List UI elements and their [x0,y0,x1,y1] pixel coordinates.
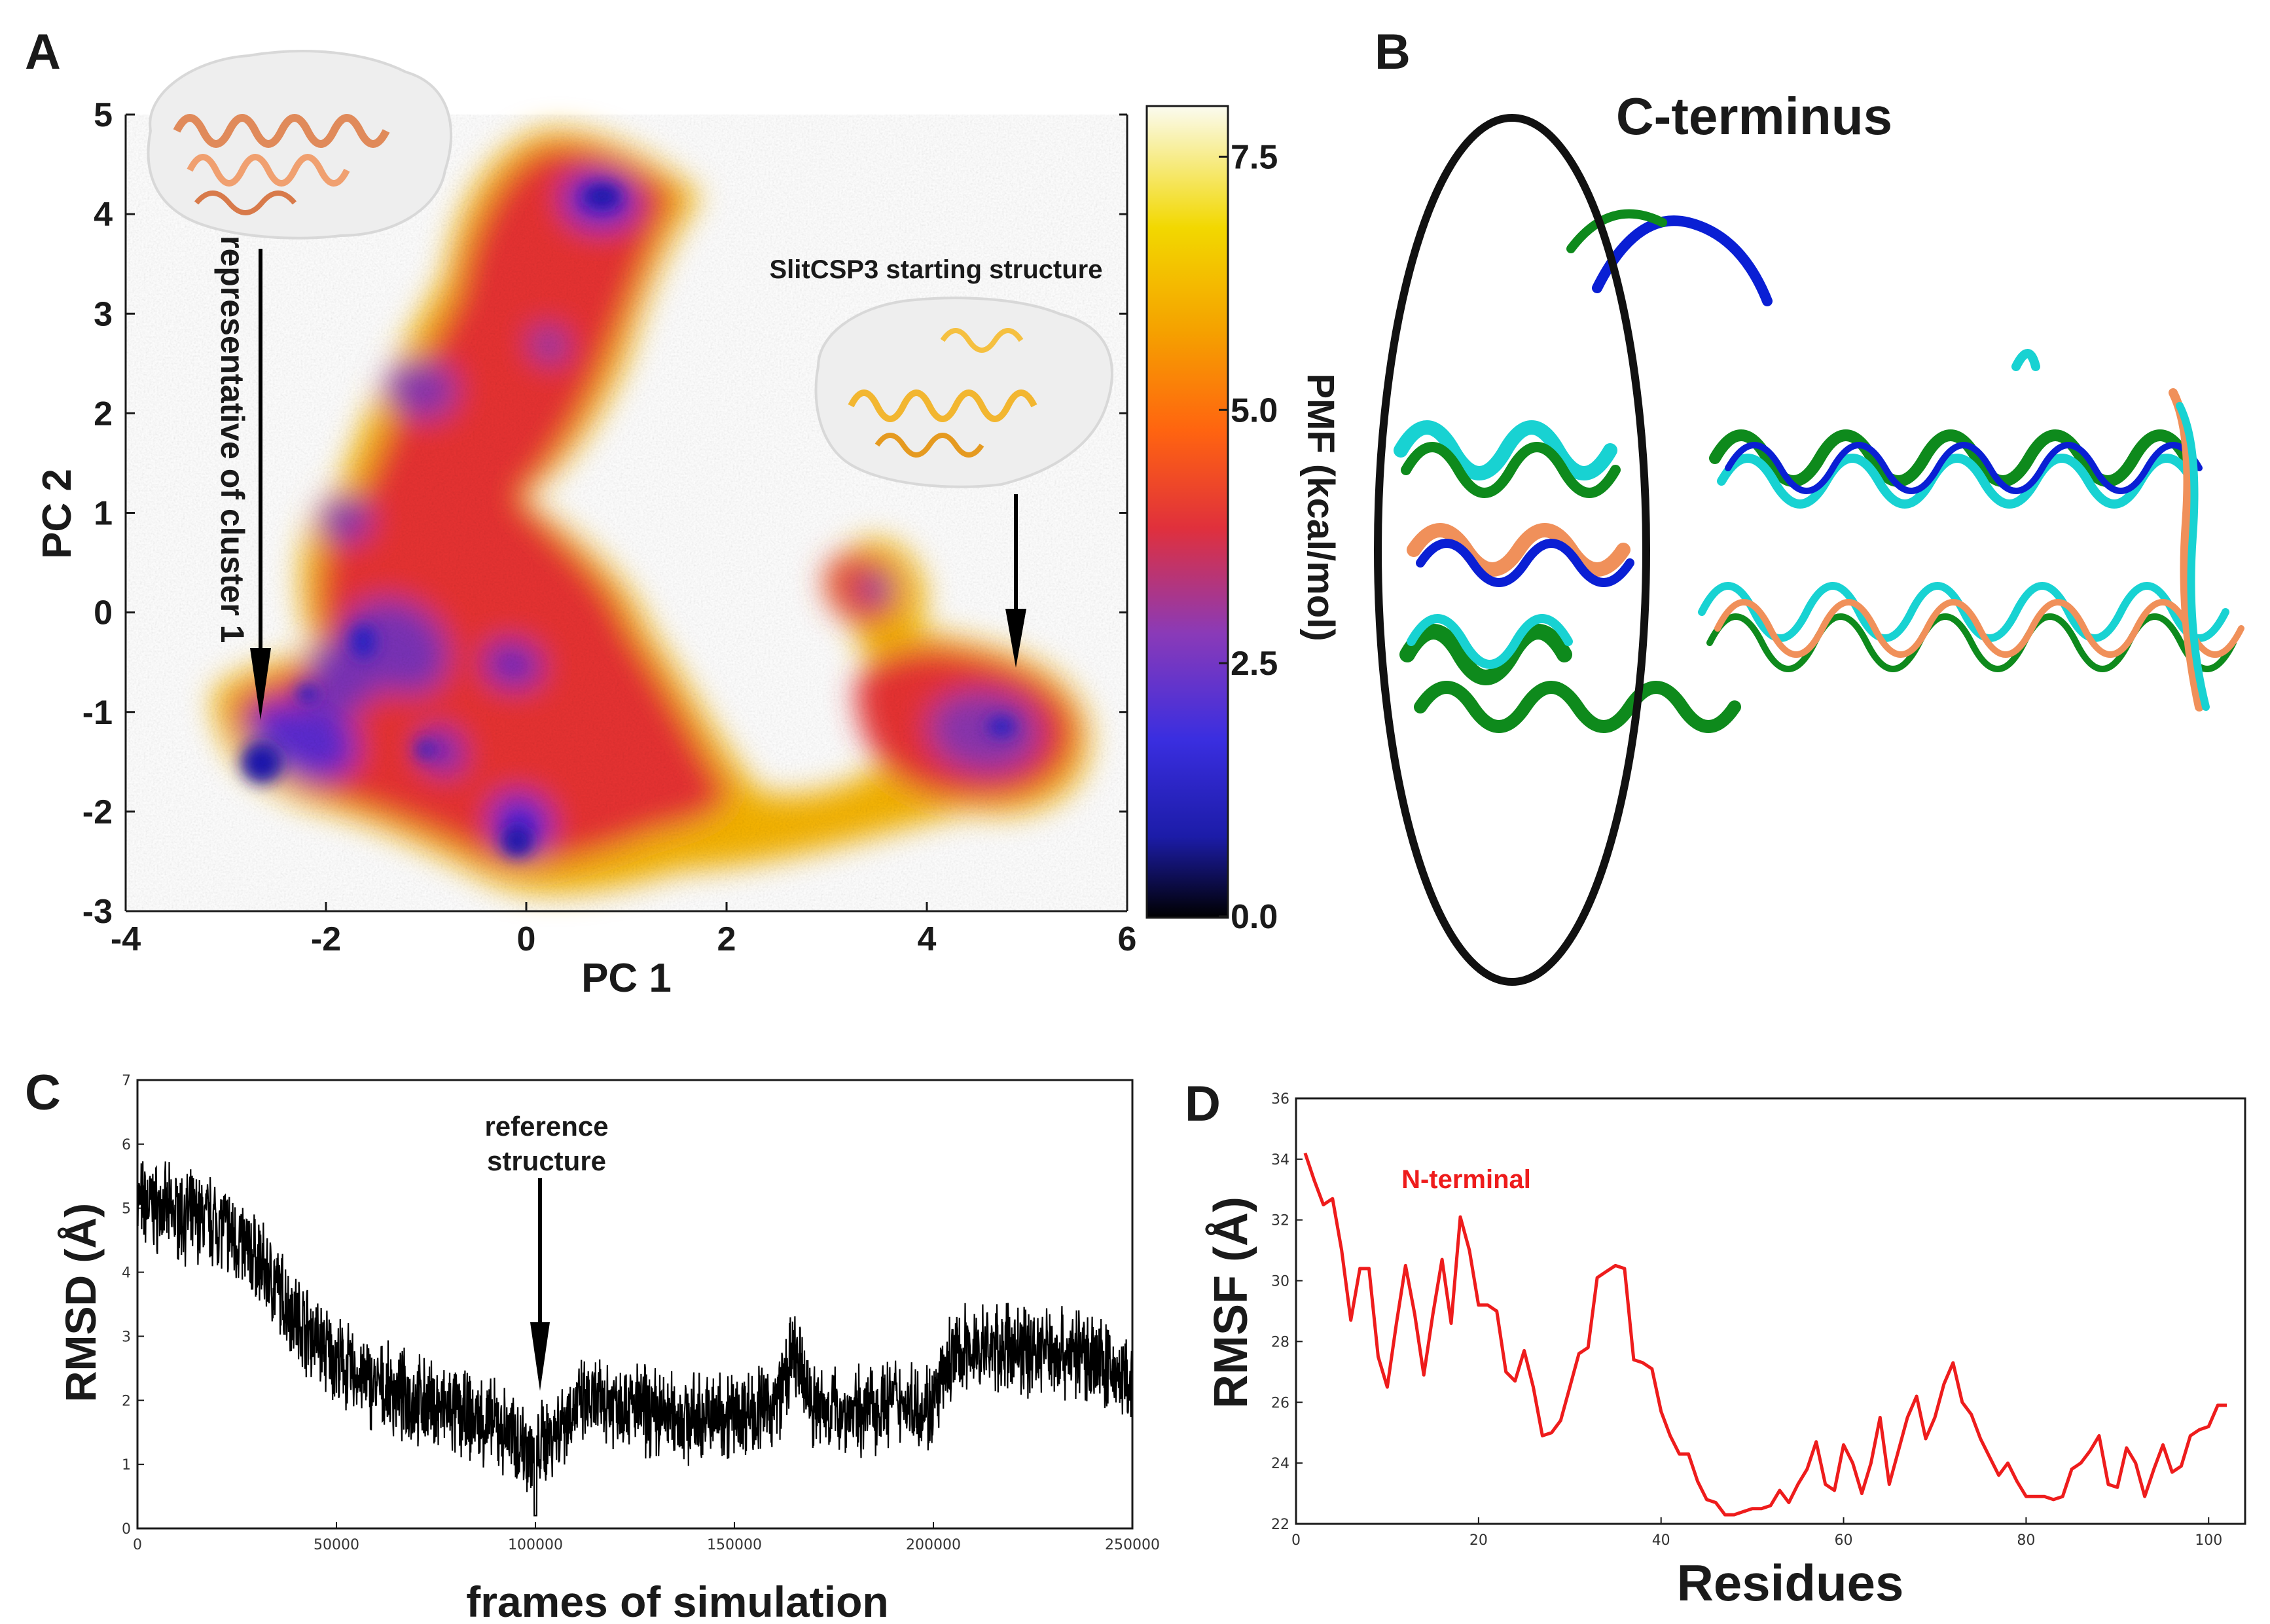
panel-a-pca-landscape: A [25,24,1342,1001]
panel-d-y-label: RMSF (Å) [1205,1197,1257,1409]
c-y-tick-label: 0 [122,1521,131,1538]
panel-d-rmsf-plot: D 0 20 40 60 80 100 22 24 26 28 30 32 34 36 Residues… [1185,1076,2246,1612]
d-y-tick-label: 34 [1271,1152,1289,1168]
a-x-tick-label: 4 [918,920,937,958]
panel-c-letter: C [25,1065,61,1121]
cluster1-structure-image [147,50,453,240]
d-y-tick-label: 36 [1271,1091,1289,1108]
a-x-tick-label: 0 [517,920,536,958]
d-x-tick-label: 0 [1291,1532,1301,1549]
starting-structure-image [814,297,1113,488]
a-y-tick-label: -2 [82,793,113,831]
c-x-tick-label: 100000 [508,1537,563,1553]
n-terminal-annotation: N-terminal [1401,1165,1531,1194]
a-y-tick-label: 4 [94,196,113,234]
d-y-tick-label: 30 [1271,1274,1289,1290]
panel-a-x-label: PC 1 [581,956,672,1001]
a-y-tick-label: 3 [94,295,113,333]
panel-b-letter: B [1375,24,1411,80]
d-x-tick-label: 100 [2195,1532,2222,1549]
panel-b-structure-overlay: B C-terminus [1374,24,2244,986]
a-x-tick-label: 2 [717,920,736,958]
a-y-tick-label: 0 [94,594,113,632]
a-y-tick-label: 5 [94,96,113,134]
cluster1-arrow [250,249,271,720]
colorbar-tick-label: 2.5 [1231,645,1278,683]
c-y-tick-label: 2 [122,1393,131,1409]
panel-a-letter: A [25,24,61,80]
a-y-tick-label: -3 [82,893,113,931]
a-x-tick-label: 6 [1118,920,1137,958]
colorbar-tick-label: 0.0 [1231,898,1278,936]
c-y-tick-label: 3 [122,1329,131,1345]
d-x-tick-label: 20 [1469,1532,1488,1549]
colorbar-ticks: 0.0 2.5 5.0 7.5 [1219,138,1278,936]
d-y-tick-label: 22 [1271,1517,1289,1533]
protein-ribbon-overlay [1374,114,2244,986]
a-y-tick-label: -1 [82,694,113,732]
d-y-tick-label: 28 [1271,1334,1289,1350]
c-y-tick-label: 6 [122,1137,131,1153]
starting-structure-annotation: SlitCSP3 starting structure [769,255,1102,284]
d-y-tick-label: 32 [1271,1213,1289,1229]
d-y-tick-label: 24 [1271,1456,1289,1472]
a-x-tick-label: -2 [311,920,341,958]
starting-structure-arrow [1005,494,1026,668]
panel-d-x-ticks: 0 20 40 60 80 100 [1291,1517,2222,1549]
panel-a-y-label: PC 2 [35,469,80,559]
panel-d-y-ticks: 22 24 26 28 30 32 34 36 [1271,1091,1303,1533]
reference-annotation-line1: reference [484,1111,608,1142]
c-y-tick-label: 4 [122,1265,131,1282]
c-y-tick-label: 1 [122,1457,131,1473]
panel-d-letter: D [1185,1076,1221,1132]
c-x-tick-label: 50000 [314,1537,359,1553]
d-x-tick-label: 80 [2017,1532,2035,1549]
panel-d-x-label: Residues [1677,1554,1904,1612]
c-x-tick-label: 200000 [906,1537,961,1553]
reference-arrow [530,1178,550,1391]
a-y-tick-label: 1 [94,495,113,533]
pca-density-landscape [126,115,1127,910]
a-x-tick-label: -4 [111,920,141,958]
c-x-tick-label: 150000 [707,1537,762,1553]
c-x-tick-label: 250000 [1105,1537,1160,1553]
colorbar-tick-label: 7.5 [1231,138,1278,176]
panel-b-title: C-terminus [1616,87,1892,145]
d-x-tick-label: 40 [1652,1532,1670,1549]
panel-a-x-ticks: -4 -2 0 2 4 6 [111,902,1137,958]
a-y-tick-label: 2 [94,395,113,433]
panel-c-y-label: RMSD (Å) [56,1203,105,1402]
cluster1-annotation: representative of cluster 1 [214,236,251,643]
panel-c-x-label: frames of simulation [466,1578,888,1624]
reference-annotation-line2: structure [487,1146,606,1176]
d-x-tick-label: 60 [1835,1532,1853,1549]
panel-a-y-ticks: -3 -2 -1 0 1 2 3 4 5 [82,96,1127,931]
panel-c-y-ticks: 0 1 2 3 4 5 6 7 [122,1073,144,1538]
colorbar-tick-label: 5.0 [1231,391,1278,429]
panel-c-x-ticks: 0 50000 100000 150000 200000 250000 [133,1522,1160,1553]
colorbar [1145,105,1229,919]
panel-c-rmsd-plot: C 0 50000 100000 150000 200000 250000 0 1 2 3 4 5 6… [25,1065,1160,1624]
rmsd-series-line [137,1161,1132,1517]
c-y-tick-label: 5 [122,1201,131,1218]
c-terminus-ellipse [1374,114,1650,986]
c-y-tick-label: 7 [122,1073,131,1089]
rmsf-series-line [1303,1152,2227,1517]
colorbar-label: PMF (kcal/mol) [1299,373,1342,641]
d-y-tick-label: 26 [1271,1395,1289,1411]
c-x-tick-label: 0 [133,1537,142,1553]
